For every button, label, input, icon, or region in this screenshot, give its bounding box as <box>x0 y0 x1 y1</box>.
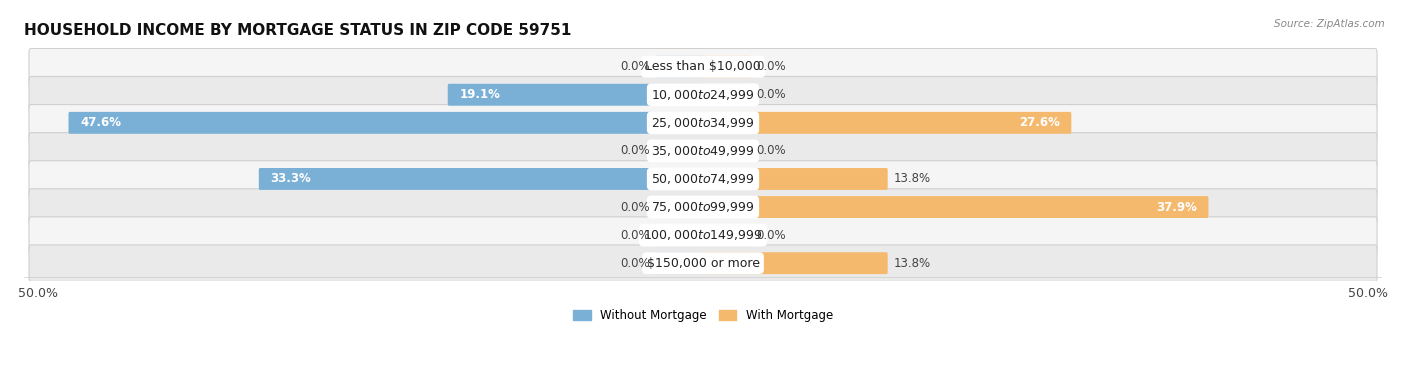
FancyBboxPatch shape <box>702 252 887 274</box>
Text: Source: ZipAtlas.com: Source: ZipAtlas.com <box>1274 19 1385 29</box>
Text: 0.0%: 0.0% <box>756 228 786 242</box>
FancyBboxPatch shape <box>30 161 1376 197</box>
Text: 37.9%: 37.9% <box>1156 201 1197 213</box>
FancyBboxPatch shape <box>655 56 704 78</box>
Text: $25,000 to $34,999: $25,000 to $34,999 <box>651 116 755 130</box>
Legend: Without Mortgage, With Mortgage: Without Mortgage, With Mortgage <box>568 304 838 327</box>
Text: 33.3%: 33.3% <box>270 172 311 185</box>
FancyBboxPatch shape <box>702 56 751 78</box>
FancyBboxPatch shape <box>655 224 704 246</box>
Text: 27.6%: 27.6% <box>1019 116 1060 129</box>
FancyBboxPatch shape <box>30 77 1376 113</box>
Text: $10,000 to $24,999: $10,000 to $24,999 <box>651 88 755 102</box>
Text: 0.0%: 0.0% <box>620 144 650 157</box>
FancyBboxPatch shape <box>702 84 751 106</box>
FancyBboxPatch shape <box>655 140 704 162</box>
FancyBboxPatch shape <box>30 104 1376 141</box>
Text: $75,000 to $99,999: $75,000 to $99,999 <box>651 200 755 214</box>
FancyBboxPatch shape <box>30 189 1376 225</box>
Text: $100,000 to $149,999: $100,000 to $149,999 <box>644 228 762 242</box>
Text: 13.8%: 13.8% <box>893 257 931 270</box>
FancyBboxPatch shape <box>702 112 1071 134</box>
FancyBboxPatch shape <box>702 168 887 190</box>
FancyBboxPatch shape <box>259 168 704 190</box>
Text: 13.8%: 13.8% <box>893 172 931 185</box>
Text: $50,000 to $74,999: $50,000 to $74,999 <box>651 172 755 186</box>
FancyBboxPatch shape <box>702 196 1208 218</box>
FancyBboxPatch shape <box>655 196 704 218</box>
Text: 0.0%: 0.0% <box>620 228 650 242</box>
Text: 0.0%: 0.0% <box>756 60 786 73</box>
Text: Less than $10,000: Less than $10,000 <box>645 60 761 73</box>
Text: 47.6%: 47.6% <box>80 116 121 129</box>
FancyBboxPatch shape <box>655 252 704 274</box>
Text: 0.0%: 0.0% <box>756 144 786 157</box>
FancyBboxPatch shape <box>30 48 1376 85</box>
Text: $150,000 or more: $150,000 or more <box>647 257 759 270</box>
Text: HOUSEHOLD INCOME BY MORTGAGE STATUS IN ZIP CODE 59751: HOUSEHOLD INCOME BY MORTGAGE STATUS IN Z… <box>24 23 572 38</box>
FancyBboxPatch shape <box>702 140 751 162</box>
Text: 19.1%: 19.1% <box>460 88 501 101</box>
Text: 0.0%: 0.0% <box>620 60 650 73</box>
FancyBboxPatch shape <box>30 217 1376 253</box>
Text: $35,000 to $49,999: $35,000 to $49,999 <box>651 144 755 158</box>
FancyBboxPatch shape <box>30 245 1376 281</box>
FancyBboxPatch shape <box>702 224 751 246</box>
Text: 0.0%: 0.0% <box>620 257 650 270</box>
Text: 0.0%: 0.0% <box>620 201 650 213</box>
FancyBboxPatch shape <box>69 112 704 134</box>
FancyBboxPatch shape <box>30 133 1376 169</box>
FancyBboxPatch shape <box>447 84 704 106</box>
Text: 0.0%: 0.0% <box>756 88 786 101</box>
